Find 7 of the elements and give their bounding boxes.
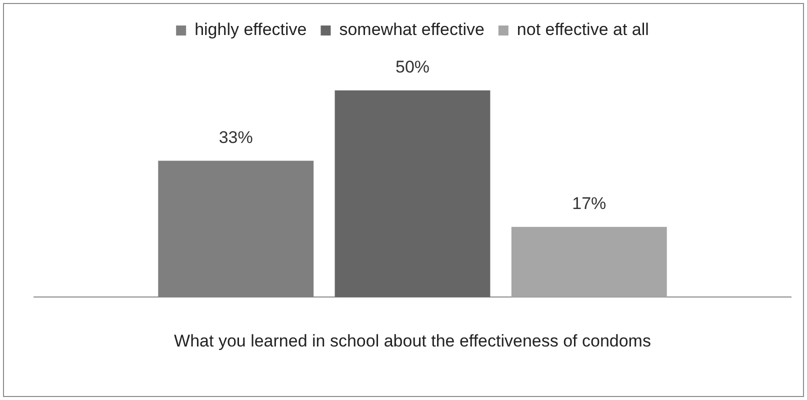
- data-label: 33%: [218, 128, 253, 147]
- legend-label: highly effective: [194, 20, 307, 40]
- x-axis-title: What you learned in school about the effectiveness of condoms: [174, 331, 651, 350]
- data-label: 17%: [572, 194, 606, 214]
- legend-label: not effective at all: [516, 20, 649, 40]
- data-label: 50%: [395, 58, 430, 77]
- legend-label: somewhat effective: [339, 20, 484, 40]
